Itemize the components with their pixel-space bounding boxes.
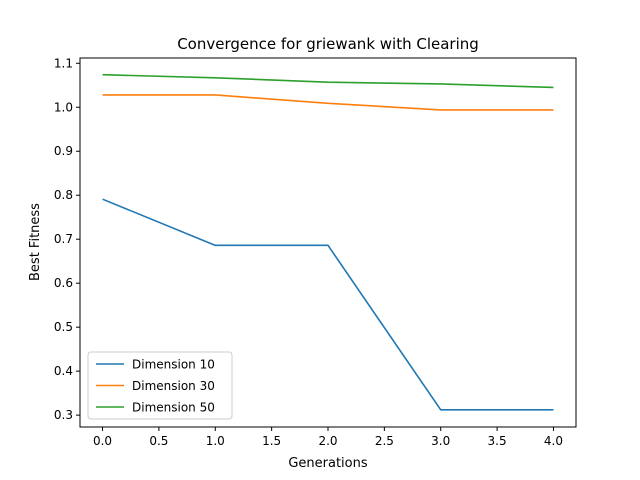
x-tick-label: 0.5 [149, 434, 168, 448]
x-tick-label: 2.5 [375, 434, 394, 448]
x-axis-label: Generations [288, 456, 368, 471]
series-line-2 [102, 94, 554, 111]
x-tick-label: 4.0 [544, 434, 563, 448]
legend-label-2: Dimension 30 [132, 379, 215, 393]
legend-label-1: Dimension 10 [132, 358, 215, 372]
legend: Dimension 10 Dimension 30 Dimension 50 [87, 351, 233, 420]
x-tick-label: 3.5 [488, 434, 507, 448]
plot-lines [102, 73, 554, 411]
y-tick-label: 0.6 [54, 276, 73, 290]
series-line-1 [102, 198, 554, 411]
series-line-3 [102, 73, 554, 89]
x-tick-label: 1.5 [262, 434, 281, 448]
y-axis: 0.3 0.4 0.5 0.6 0.7 0.8 0.9 1.0 1.1 [54, 56, 80, 422]
y-tick-label: 0.9 [54, 144, 73, 158]
legend-label-3: Dimension 50 [132, 401, 215, 415]
y-tick-label: 0.5 [54, 320, 73, 334]
y-tick-label: 1.0 [54, 100, 73, 114]
x-axis: 0.0 0.5 1.0 1.5 2.0 2.5 3.0 3.5 4.0 [93, 427, 563, 448]
x-tick-label: 0.0 [93, 434, 112, 448]
y-tick-label: 1.1 [54, 56, 73, 70]
legend-box [87, 351, 233, 420]
y-axis-label: Best Fitness [28, 203, 43, 281]
x-tick-label: 2.0 [318, 434, 337, 448]
x-tick-label: 3.0 [431, 434, 450, 448]
x-tick-label: 1.0 [206, 434, 225, 448]
y-tick-label: 0.4 [54, 364, 73, 378]
y-tick-label: 0.7 [54, 232, 73, 246]
y-tick-label: 0.8 [54, 188, 73, 202]
chart-title: Convergence for griewank with Clearing [177, 35, 479, 53]
y-tick-label: 0.3 [54, 408, 73, 422]
